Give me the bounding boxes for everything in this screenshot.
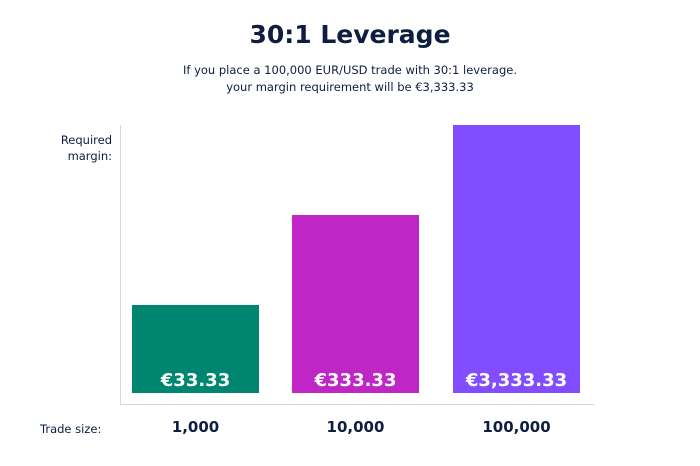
y-axis-label: Required margin: bbox=[60, 133, 112, 163]
bar-100,000: €3,333.33 bbox=[453, 124, 580, 393]
chart-title: 30:1 Leverage bbox=[249, 20, 451, 49]
bar-10,000: €333.33 bbox=[292, 214, 419, 393]
x-tick-label: 1,000 bbox=[171, 418, 220, 436]
x-tick-label: 100,000 bbox=[482, 418, 551, 436]
bar-data-label: €333.33 bbox=[314, 369, 397, 391]
x-axis-label: Trade size: bbox=[40, 422, 102, 436]
x-tick-label: 10,000 bbox=[326, 418, 385, 436]
bar-data-label: €33.33 bbox=[160, 369, 231, 391]
subtitle-line-2: your margin requirement will be €3,333.3… bbox=[226, 80, 474, 94]
bar-data-label: €3,333.33 bbox=[465, 369, 568, 391]
x-axis-line bbox=[120, 404, 594, 405]
bar-1,000: €33.33 bbox=[132, 304, 259, 393]
subtitle-line-1: If you place a 100,000 EUR/USD trade wit… bbox=[183, 63, 517, 77]
y-axis-line bbox=[120, 125, 121, 405]
